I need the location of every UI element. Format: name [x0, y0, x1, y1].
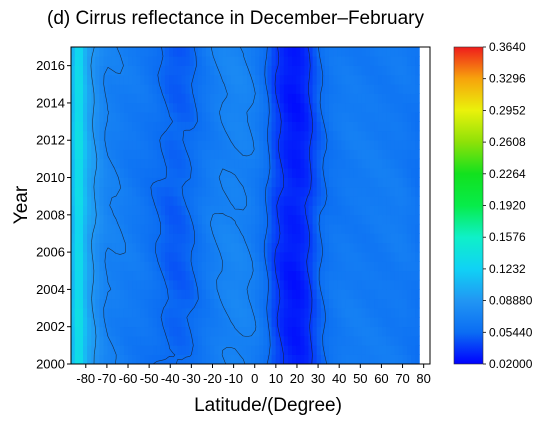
contour-line — [274, 47, 313, 364]
colorbar-tick-label: 0.2952 — [489, 103, 526, 117]
y-tick-label: 2008 — [36, 207, 65, 222]
x-tick-label: -80 — [76, 371, 95, 386]
y-tick-label: 2012 — [36, 133, 65, 148]
x-tick-label: 20 — [290, 371, 304, 386]
x-axis-label: Latitude/(Degree) — [194, 395, 342, 416]
x-tick-label: 0 — [251, 371, 258, 386]
x-axis: -80 -70 -60 -50 -40 -30 -20 -10 0 10 20 30 40 50 60 70 8… — [76, 364, 431, 386]
x-tick-label: 80 — [416, 371, 430, 386]
contour-line — [90, 47, 98, 364]
y-tick-label: 2004 — [36, 282, 65, 297]
x-tick-label: 60 — [374, 371, 388, 386]
colorbar-tick-label: 0.3640 — [489, 40, 526, 54]
x-tick-label: -10 — [224, 371, 243, 386]
x-tick-label: 50 — [353, 371, 367, 386]
colorbar — [454, 47, 483, 364]
y-axis-label: Year — [11, 185, 32, 224]
chart-title: (d) Cirrus reflectance in December–Febru… — [47, 8, 424, 29]
x-tick-label: -20 — [203, 371, 222, 386]
y-tick-label: 2006 — [36, 245, 65, 260]
colorbar-tick-label: 0.3296 — [489, 72, 526, 86]
contour-line — [103, 47, 257, 364]
colorbar-tick-label: 0.2608 — [489, 135, 526, 149]
y-tick-label: 2014 — [36, 95, 65, 110]
x-tick-label: -30 — [182, 371, 201, 386]
colorbar-tick-label: 0.05440 — [489, 325, 533, 339]
x-tick-label: -70 — [98, 371, 117, 386]
colorbar-tick-label: 0.02000 — [489, 357, 533, 371]
y-tick-label: 2010 — [36, 170, 65, 185]
x-tick-label: -50 — [140, 371, 159, 386]
colorbar-ticks: 0.3640 0.3296 0.2952 0.2608 0.2264 0.1920 0.15… — [483, 40, 533, 371]
colorbar-tick-label: 0.1232 — [489, 262, 526, 276]
heatmap-area — [71, 47, 420, 364]
x-tick-label: 70 — [395, 371, 409, 386]
x-tick-label: 10 — [269, 371, 283, 386]
x-tick-label: 40 — [332, 371, 346, 386]
colorbar-tick-label: 0.2264 — [489, 167, 526, 181]
x-tick-label: 30 — [311, 371, 325, 386]
contour-line — [150, 47, 328, 364]
y-axis: 2000 2002 2004 2006 2008 2010 2012 2014 2016 — [36, 58, 71, 372]
x-tick-label: -60 — [119, 371, 138, 386]
x-tick-label: -40 — [161, 371, 180, 386]
y-tick-label: 2000 — [36, 357, 65, 372]
plot-frame — [70, 46, 431, 365]
colorbar-tick-label: 0.1920 — [489, 199, 526, 213]
y-tick-label: 2016 — [36, 58, 65, 73]
colorbar-tick-label: 0.1576 — [489, 230, 526, 244]
colorbar-tick-label: 0.08880 — [489, 294, 533, 308]
y-tick-label: 2002 — [36, 319, 65, 334]
